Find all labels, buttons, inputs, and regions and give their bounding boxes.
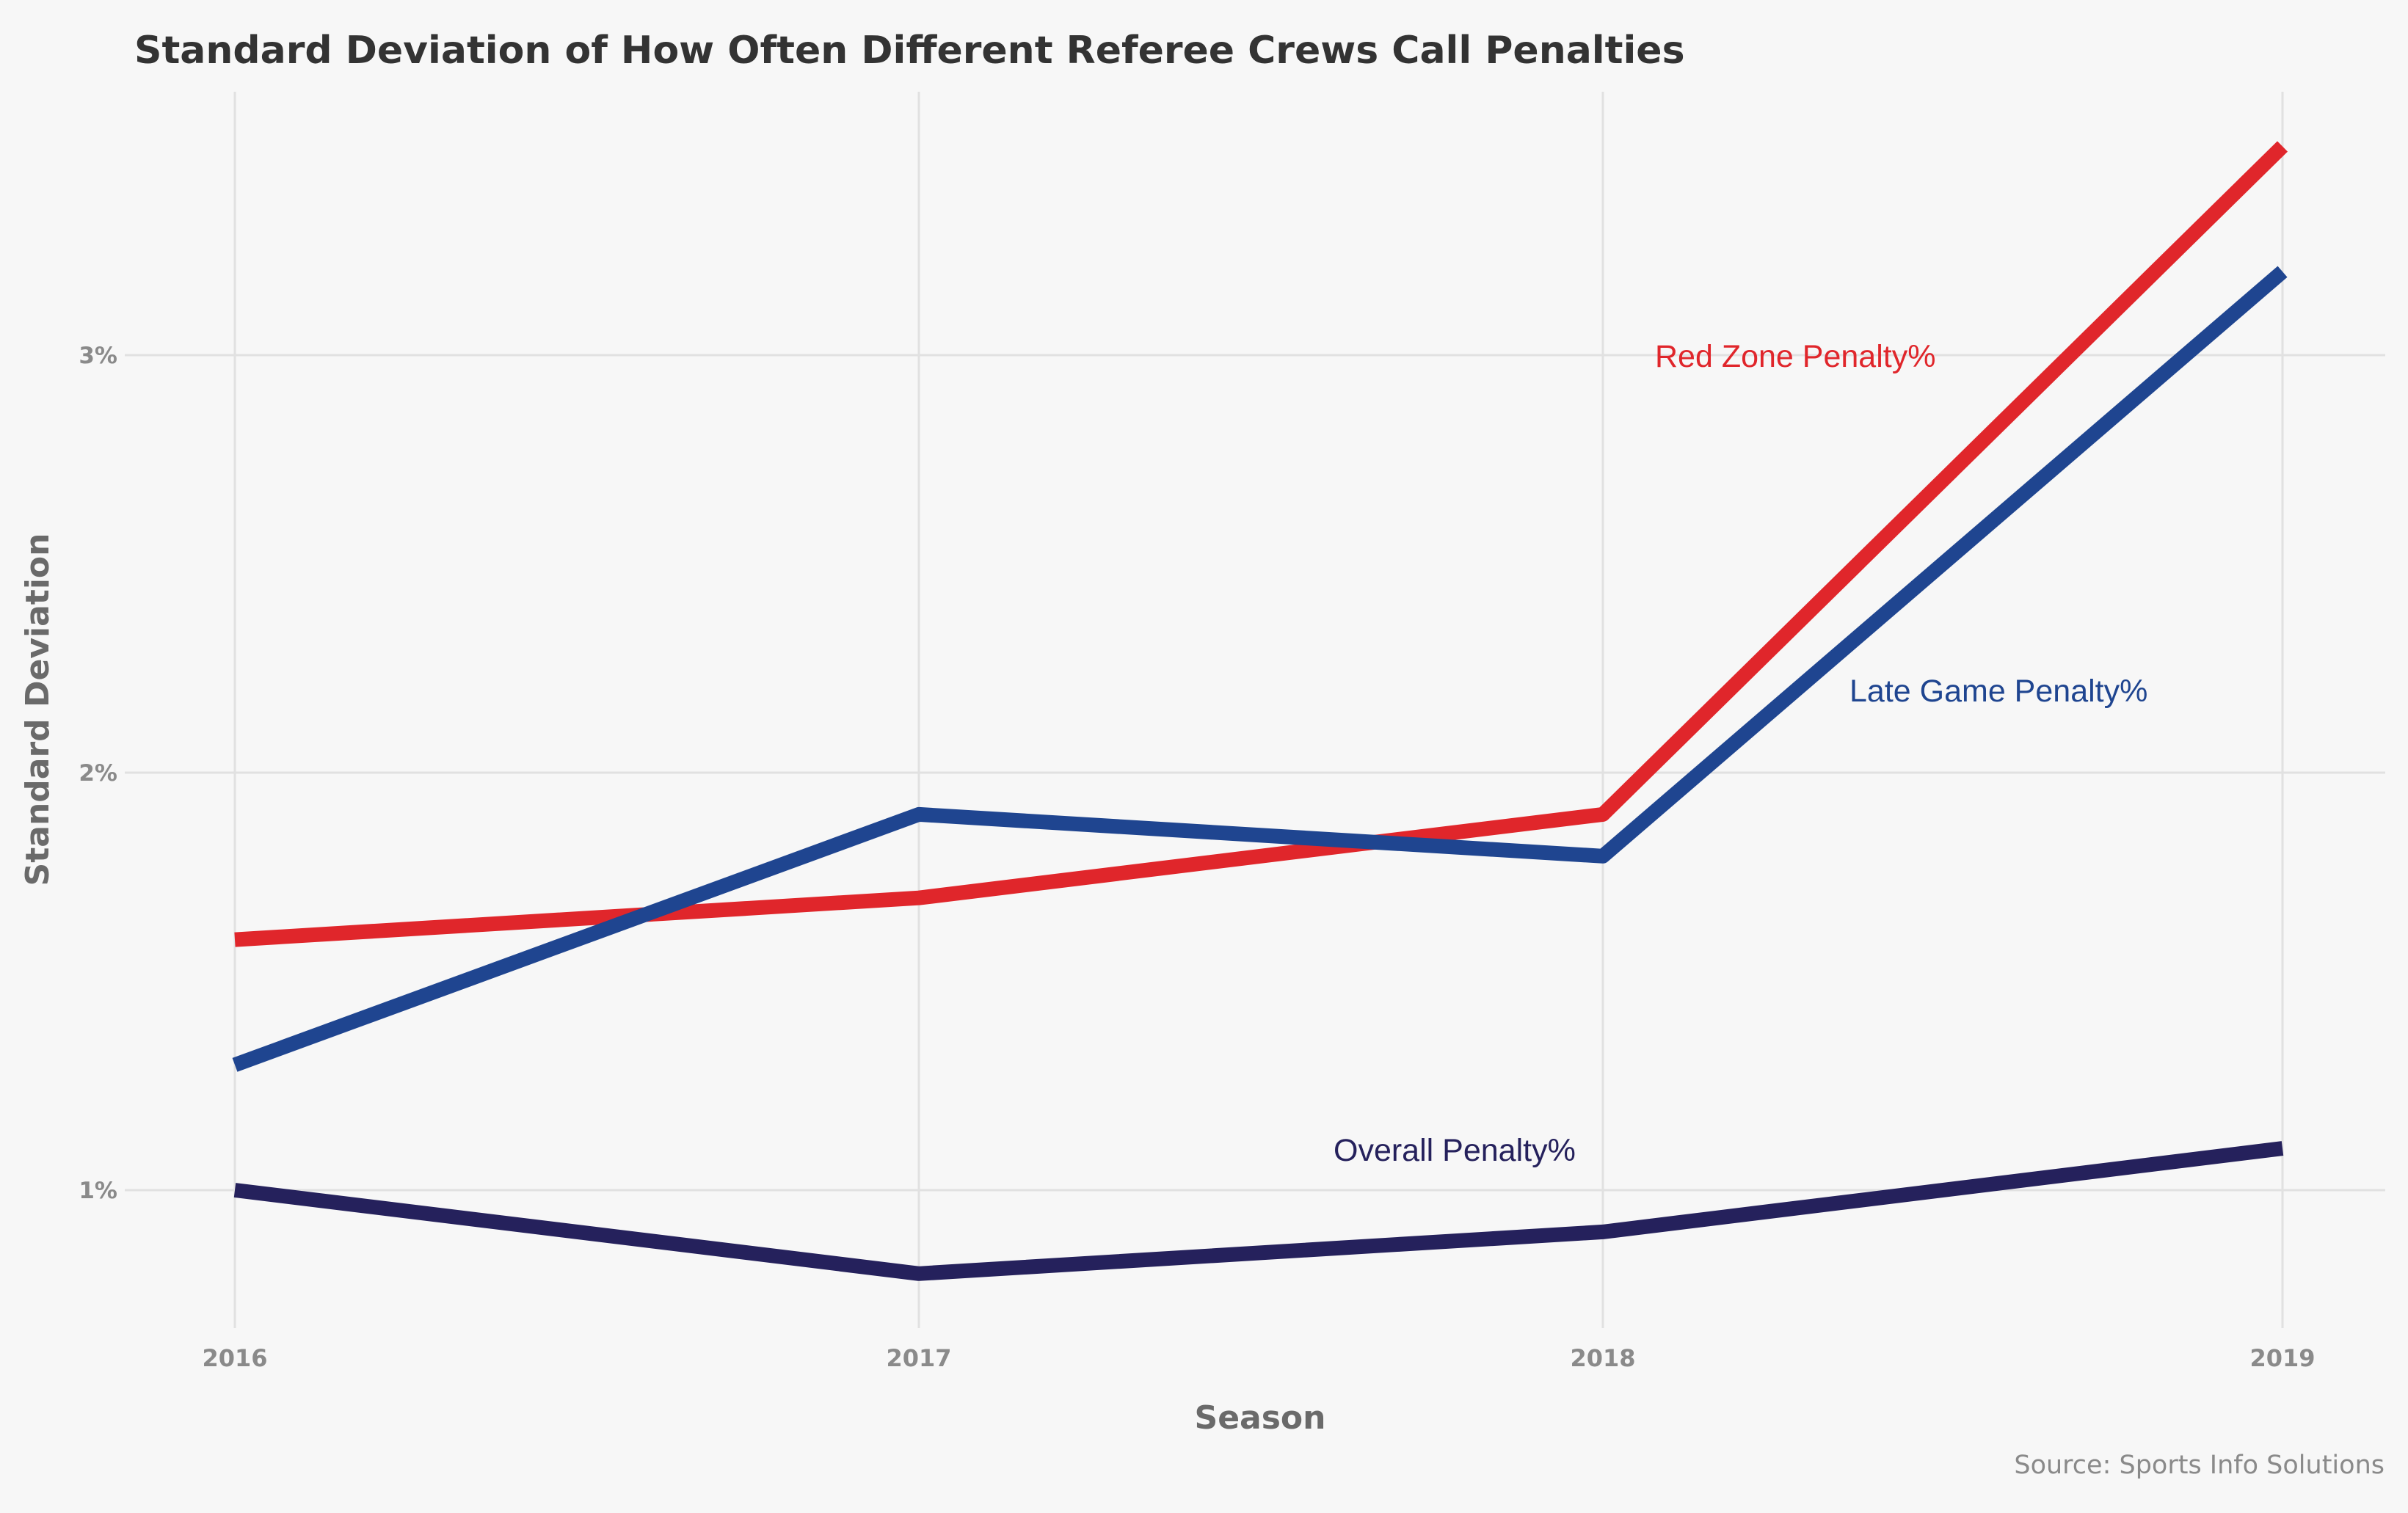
series-line-0: [234, 141, 2288, 947]
series-line-1: [232, 266, 2288, 1072]
x-tick-labels: 2016 2017 2018 2019: [202, 1344, 2315, 1372]
y-tick-labels: 1% 2% 3%: [79, 343, 117, 1204]
series-line-2: [233, 1141, 2284, 1281]
x-tick-label: 2018: [1570, 1344, 1635, 1372]
chart-title: Standard Deviation of How Often Differen…: [134, 29, 1685, 73]
x-tick-label: 2019: [2249, 1344, 2315, 1372]
x-tick-label: 2016: [202, 1344, 267, 1372]
y-gridlines: [125, 354, 2385, 1192]
source-caption: Source: Sports Info Solutions: [2014, 1451, 2385, 1480]
series-lines: [232, 141, 2288, 1281]
series-label-overall: Overall Penalty%: [1334, 1133, 1576, 1168]
series-label-red-zone: Red Zone Penalty%: [1655, 339, 1935, 374]
y-tick-label: 3%: [79, 343, 117, 369]
series-label-late-game: Late Game Penalty%: [1849, 674, 2147, 709]
y-tick-label: 2%: [79, 760, 117, 787]
y-axis-title: Standard Deviation: [19, 533, 57, 886]
y-tick-label: 1%: [79, 1178, 117, 1204]
x-tick-label: 2017: [886, 1344, 951, 1372]
x-axis-title: Season: [1195, 1399, 1326, 1437]
x-gridlines: [233, 92, 2284, 1328]
